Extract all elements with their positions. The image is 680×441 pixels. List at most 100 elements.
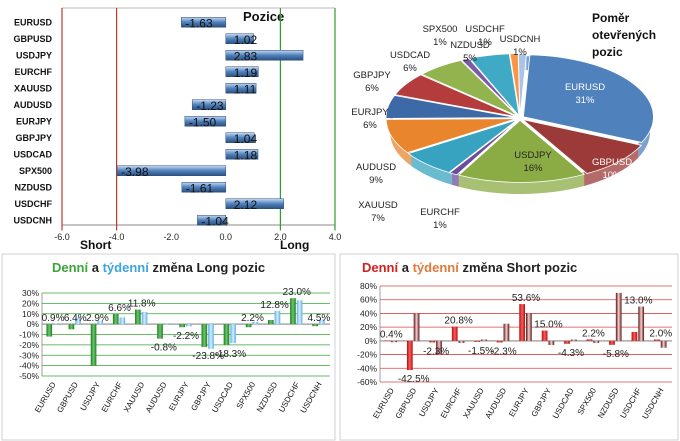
title-part: Denní bbox=[362, 260, 399, 275]
change-bar bbox=[436, 340, 442, 355]
ratio-chart: Poměr otevřených pozic EURUSD 31% GBPUSD 10… bbox=[351, 11, 656, 231]
pie-slice-name: EURCHF bbox=[420, 207, 460, 218]
change-bar bbox=[548, 340, 555, 345]
change-bar bbox=[119, 317, 126, 325]
category-label: GBPUSD bbox=[13, 34, 52, 44]
change-bar bbox=[201, 324, 208, 347]
change-bar bbox=[474, 340, 481, 342]
position-value-label: -1.50 bbox=[189, 115, 217, 129]
pie-slice-percent: 16% bbox=[523, 163, 543, 174]
title-part: týdenní bbox=[103, 260, 150, 275]
position-bar bbox=[225, 33, 254, 44]
pie-slice-name: USDCHF bbox=[465, 24, 505, 35]
change-bar bbox=[252, 321, 259, 325]
change-bar bbox=[245, 324, 252, 328]
title-part: týdenní bbox=[413, 260, 460, 275]
position-value-label: 1.02 bbox=[234, 33, 258, 47]
change-bar bbox=[318, 319, 325, 325]
change-bar bbox=[112, 313, 119, 325]
change-value-label: -2.2% bbox=[173, 331, 199, 342]
position-bar bbox=[197, 215, 227, 226]
pie-slice-percent: 9% bbox=[369, 175, 383, 186]
change-value-label: 2.9% bbox=[86, 313, 109, 324]
y-tick-label: -50% bbox=[19, 371, 39, 381]
position-bar bbox=[225, 50, 304, 61]
y-tick-label: 40% bbox=[360, 308, 377, 318]
position-bar bbox=[225, 66, 259, 77]
title-part: změna Long pozic bbox=[149, 260, 265, 275]
y-tick-label: -30% bbox=[19, 350, 39, 360]
change-bar bbox=[541, 330, 548, 341]
pie-slice-percent: 1% bbox=[513, 47, 527, 58]
pie-slice-name: USDJPY bbox=[514, 150, 552, 161]
position-bar bbox=[184, 116, 227, 127]
y-tick-label: 0% bbox=[27, 319, 40, 329]
change-value-label: -1.5% bbox=[468, 346, 494, 357]
change-bar bbox=[97, 321, 104, 325]
y-tick-label: -40% bbox=[357, 363, 377, 373]
change-bar bbox=[519, 304, 525, 341]
change-bar bbox=[429, 340, 436, 343]
change-bar bbox=[609, 340, 615, 345]
change-bar bbox=[391, 340, 397, 343]
category-label: XAUUSD bbox=[14, 83, 53, 93]
y-tick-label: 10% bbox=[22, 309, 39, 319]
position-bar bbox=[225, 198, 284, 209]
change-bar bbox=[312, 324, 318, 327]
title-part: a bbox=[398, 260, 412, 275]
change-bar bbox=[75, 317, 81, 325]
long-label: Long bbox=[280, 238, 309, 252]
category-label: USDCNH bbox=[13, 215, 52, 225]
category-label: USDCAD bbox=[13, 149, 52, 159]
position-value-label: -1.61 bbox=[186, 181, 214, 195]
pie-slice-percent: 10% bbox=[602, 170, 622, 181]
pie-slice-name: XAUUSD bbox=[358, 200, 398, 211]
pie-slice bbox=[385, 95, 517, 119]
pie-slice bbox=[468, 53, 520, 117]
position-bar bbox=[181, 182, 227, 193]
short-change-chart: Denní a týdenní změna Short pozic 80% 60%… bbox=[339, 253, 679, 441]
long-change-chart: Denní a týdenní změna Long pozic 30%20%1… bbox=[1, 253, 336, 441]
change-value-label: 0.9% bbox=[42, 313, 65, 324]
category-label: USDJPY bbox=[16, 50, 52, 60]
short-change-title: Denní a týdenní změna Short pozic bbox=[362, 260, 577, 275]
change-bar bbox=[413, 313, 420, 341]
title-part: Denní bbox=[52, 260, 89, 275]
pie-slice-percent: 7% bbox=[371, 213, 385, 224]
pie-slice-name: EURUSD bbox=[565, 82, 605, 93]
pie-slice-name: USDCAD bbox=[390, 50, 430, 61]
pie-slice bbox=[517, 53, 528, 116]
position-value-label: -1.04 bbox=[201, 214, 229, 228]
change-bar bbox=[593, 340, 600, 343]
change-bar bbox=[135, 309, 141, 325]
pie-slice bbox=[522, 119, 643, 175]
x-tick-label: -6.0 bbox=[54, 232, 70, 242]
change-value-label: -0.8% bbox=[151, 343, 177, 354]
pie-slice-name: SPX500 bbox=[423, 24, 458, 35]
change-bar bbox=[631, 331, 638, 341]
change-value-label: 6.6% bbox=[108, 303, 131, 314]
positions-bars: -6.0 -4.0 -2.0 0.0 2.0 4.0 EURUSD -1.63 GBPUSD 1.… bbox=[13, 8, 341, 242]
change-bar bbox=[638, 306, 645, 341]
y-tick-label: -10% bbox=[19, 330, 39, 340]
change-bar bbox=[274, 310, 281, 325]
change-bar bbox=[654, 339, 660, 341]
pie-slice-side bbox=[390, 118, 412, 166]
pie-slice bbox=[394, 74, 517, 118]
change-value-label: -23.8% bbox=[192, 351, 224, 362]
title-part: změna Short pozic bbox=[459, 260, 577, 275]
change-value-label: 2.0% bbox=[649, 328, 672, 339]
x-tick-label: 0.0 bbox=[220, 232, 233, 242]
x-tick-label: 2.0 bbox=[274, 232, 287, 242]
category-label: NZDUSD bbox=[15, 182, 53, 192]
pie-slice bbox=[460, 58, 519, 117]
change-value-label: -18.3% bbox=[214, 349, 246, 360]
change-bar bbox=[526, 313, 532, 341]
change-value-label: -2.3% bbox=[423, 346, 449, 357]
category-label: EURCHF bbox=[15, 67, 53, 77]
change-bar bbox=[615, 292, 622, 341]
pie-slice bbox=[458, 119, 585, 183]
change-bar bbox=[586, 339, 593, 341]
pie-slice-name: GBPJPY bbox=[353, 70, 391, 81]
